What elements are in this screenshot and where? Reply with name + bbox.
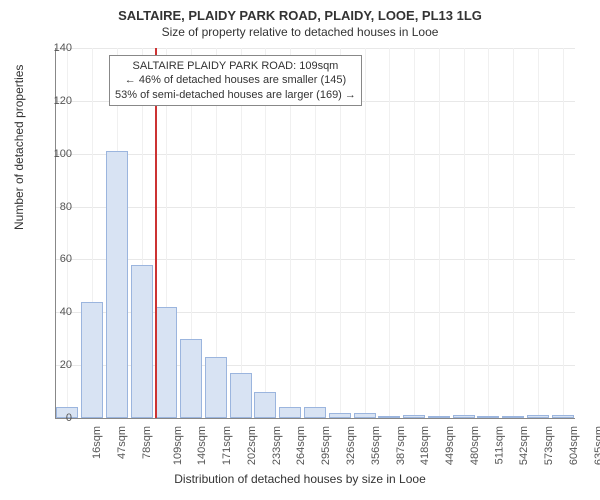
y-tick-label: 0 bbox=[42, 412, 72, 424]
x-tick-label: 542sqm bbox=[518, 426, 530, 465]
y-tick-label: 80 bbox=[42, 201, 72, 213]
bar bbox=[131, 265, 153, 418]
y-tick-label: 60 bbox=[42, 253, 72, 265]
x-tick-label: 418sqm bbox=[419, 426, 431, 465]
bar bbox=[106, 151, 128, 418]
x-tick-label: 356sqm bbox=[370, 426, 382, 465]
chart-subtitle: Size of property relative to detached ho… bbox=[0, 23, 600, 39]
x-axis-label: Distribution of detached houses by size … bbox=[0, 472, 600, 486]
bar bbox=[304, 407, 326, 418]
annotation-line: SALTAIRE PLAIDY PARK ROAD: 109sqm bbox=[115, 59, 356, 73]
x-tick-label: 449sqm bbox=[444, 426, 456, 465]
x-tick-label: 295sqm bbox=[320, 426, 332, 465]
chart-title: SALTAIRE, PLAIDY PARK ROAD, PLAIDY, LOOE… bbox=[0, 0, 600, 23]
x-tick-label: 480sqm bbox=[469, 426, 481, 465]
x-tick-label: 573sqm bbox=[543, 426, 555, 465]
x-tick-label: 78sqm bbox=[141, 426, 153, 459]
x-tick-label: 635sqm bbox=[593, 426, 600, 465]
x-tick-label: 264sqm bbox=[296, 426, 308, 465]
x-tick-label: 109sqm bbox=[172, 426, 184, 465]
bar bbox=[155, 307, 177, 418]
annotation-line: 53% of semi-detached houses are larger (… bbox=[115, 88, 356, 102]
y-axis-label: Number of detached properties bbox=[12, 65, 26, 230]
x-tick-label: 387sqm bbox=[395, 426, 407, 465]
x-tick-label: 47sqm bbox=[116, 426, 128, 459]
vgridline bbox=[488, 48, 489, 418]
y-tick-label: 40 bbox=[42, 306, 72, 318]
y-tick-label: 100 bbox=[42, 148, 72, 160]
x-tick-label: 511sqm bbox=[493, 426, 505, 464]
x-tick-label: 202sqm bbox=[246, 426, 258, 465]
annotation-box: SALTAIRE PLAIDY PARK ROAD: 109sqm← 46% o… bbox=[109, 55, 362, 106]
x-tick-label: 233sqm bbox=[271, 426, 283, 465]
vgridline bbox=[414, 48, 415, 418]
chart-plot-area: SALTAIRE PLAIDY PARK ROAD: 109sqm← 46% o… bbox=[55, 48, 575, 418]
x-tick-label: 171sqm bbox=[221, 426, 233, 465]
bar bbox=[279, 407, 301, 418]
vgridline bbox=[439, 48, 440, 418]
bar bbox=[205, 357, 227, 418]
y-tick-label: 140 bbox=[42, 42, 72, 54]
x-tick-label: 604sqm bbox=[568, 426, 580, 465]
y-tick-label: 120 bbox=[42, 95, 72, 107]
bar bbox=[81, 302, 103, 418]
x-axis-line bbox=[55, 418, 575, 419]
bar bbox=[254, 392, 276, 418]
vgridline bbox=[365, 48, 366, 418]
x-tick-label: 16sqm bbox=[91, 426, 103, 459]
y-tick-label: 20 bbox=[42, 359, 72, 371]
vgridline bbox=[513, 48, 514, 418]
vgridline bbox=[538, 48, 539, 418]
bar bbox=[180, 339, 202, 418]
x-tick-label: 326sqm bbox=[345, 426, 357, 465]
vgridline bbox=[464, 48, 465, 418]
vgridline bbox=[389, 48, 390, 418]
x-tick-label: 140sqm bbox=[197, 426, 209, 465]
annotation-line: ← 46% of detached houses are smaller (14… bbox=[115, 73, 356, 87]
vgridline bbox=[563, 48, 564, 418]
bar bbox=[230, 373, 252, 418]
